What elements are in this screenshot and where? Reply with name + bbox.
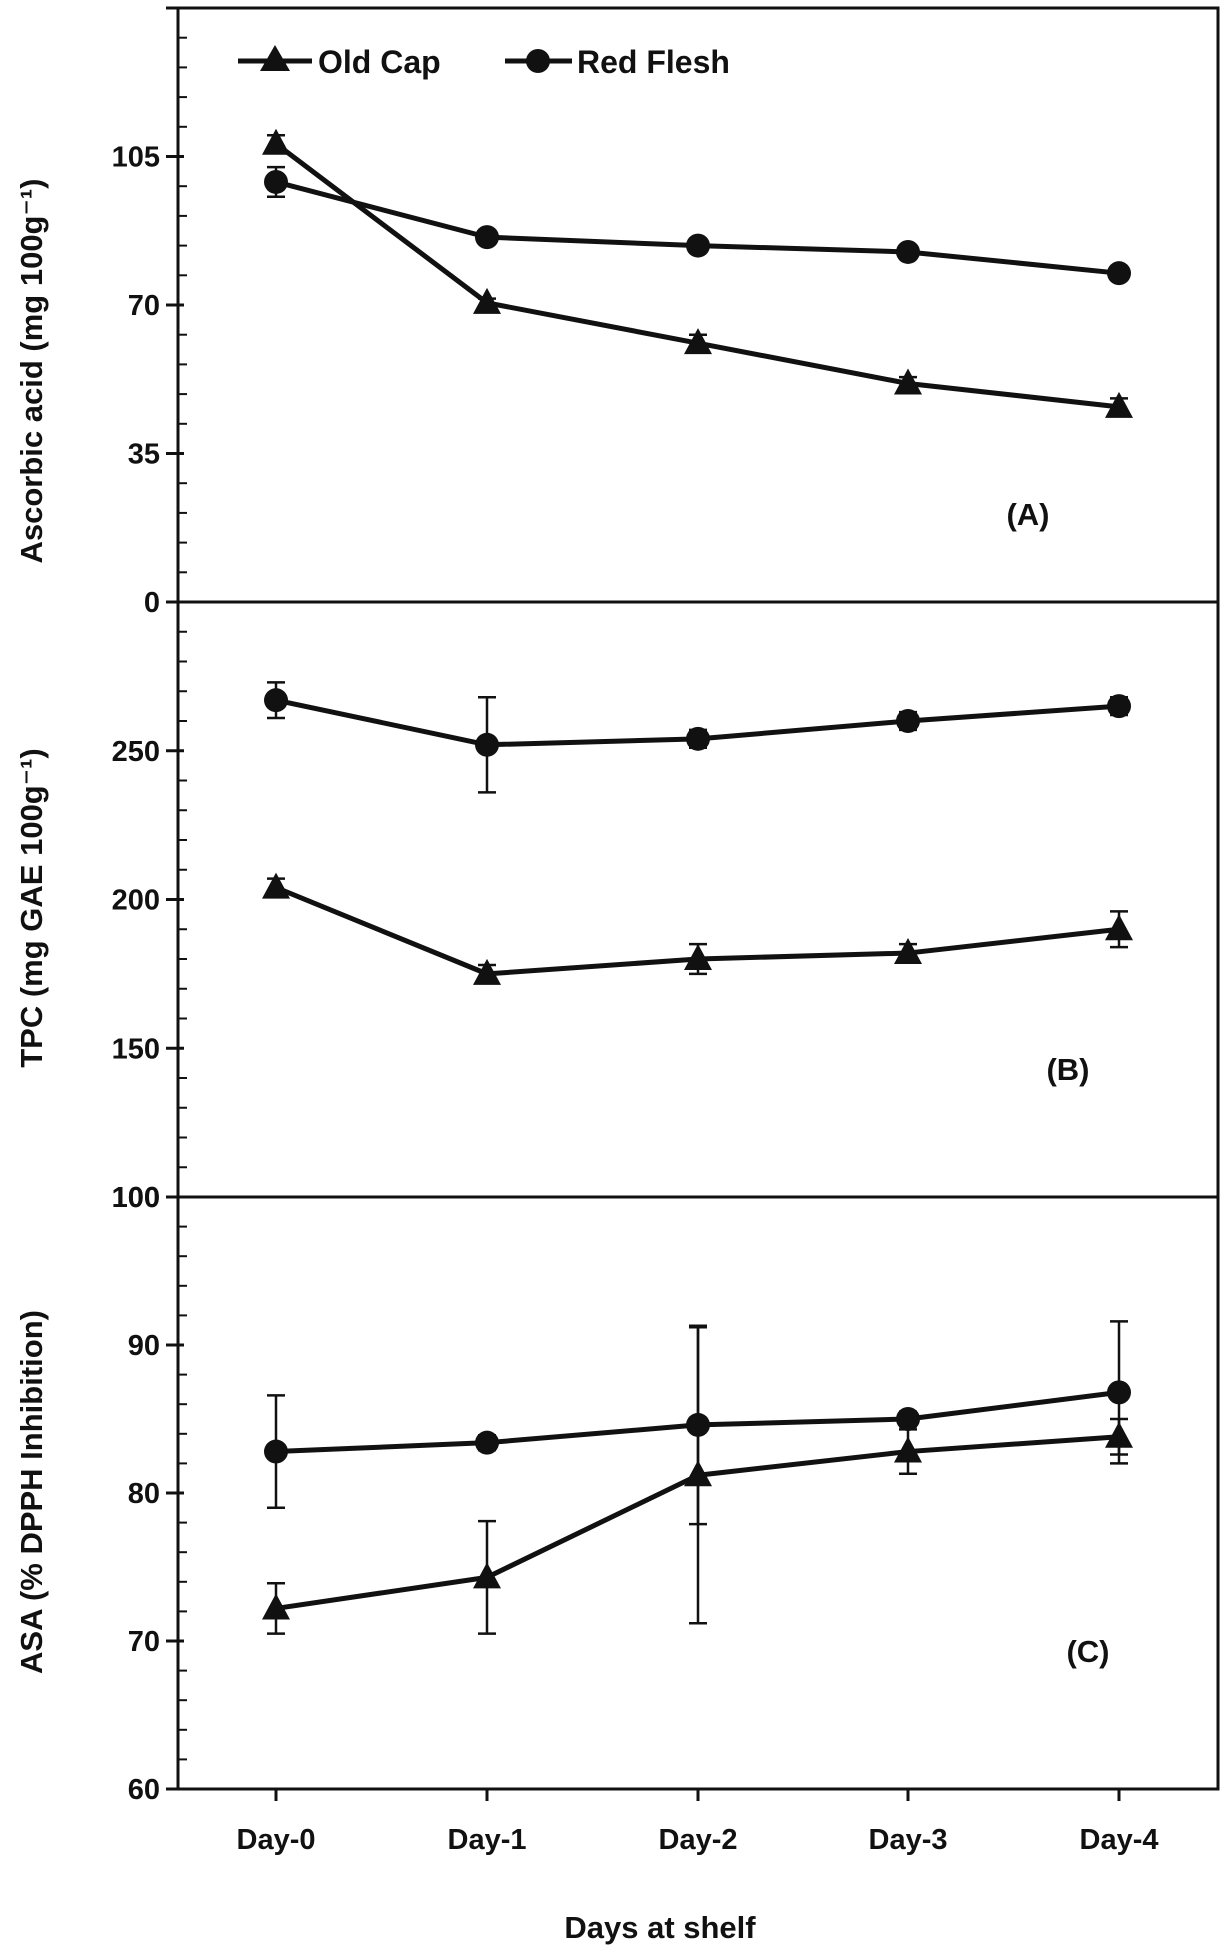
panel-a-old-cap-point-day-1 (473, 287, 501, 314)
panel-a-old-cap-line (274, 141, 1120, 410)
panel-a-old-cap-series (262, 128, 1133, 418)
series-layer (262, 128, 1133, 1635)
panel-a-old-cap-point-day-4 (1105, 391, 1133, 418)
panel-c-old-cap-point-day-0 (262, 1593, 290, 1620)
panel-c-red-flesh-point-day-1 (475, 1430, 499, 1455)
panel-a-y-tick-label-70: 70 (128, 290, 160, 322)
panel-b-red-flesh-series (264, 681, 1131, 794)
panel-c-red-flesh-point-day-4 (1107, 1380, 1131, 1405)
panel-b-red-flesh-point-day-1 (475, 732, 499, 757)
panel-c-red-flesh-point-day-3 (896, 1407, 920, 1431)
legend-old-cap-label: Old Cap (318, 44, 441, 80)
legend-red-flesh-label: Red Flesh (577, 44, 730, 80)
panel-c-old-cap-point-day-1 (473, 1562, 501, 1589)
panel-a-red-flesh-point-day-0 (264, 169, 288, 194)
panel-b-y-tick-label-100: 100 (112, 1182, 160, 1214)
x-tick-label-day-1: Day-1 (448, 1824, 527, 1856)
panel-a-tag: (A) (1006, 497, 1049, 532)
panel-b-old-cap-point-day-4 (1105, 914, 1133, 941)
panel-b-y-tick-label-200: 200 (112, 885, 160, 917)
x-tick-label-day-3: Day-3 (869, 1824, 948, 1856)
legend-red-flesh-circle-marker (526, 49, 550, 73)
legend-old-cap-triangle-marker (260, 45, 290, 71)
panel-b-red-flesh-point-day-2 (686, 726, 710, 751)
panel-c-y-tick-label-60: 60 (128, 1774, 160, 1806)
panel-a-red-flesh-line (275, 179, 1120, 276)
panel-c-y-tick-label-80: 80 (128, 1478, 160, 1510)
panel-a-old-cap-point-day-3 (894, 368, 922, 395)
panel-a-red-flesh-series (264, 165, 1131, 286)
panel-a-y-tick-label-105: 105 (112, 142, 160, 174)
panel-b-old-cap-point-day-1 (473, 958, 501, 985)
panel-a-y-axis-title: Ascorbic acid (mg 100g⁻¹) (14, 178, 49, 563)
panel-b-old-cap-point-day-0 (262, 872, 290, 899)
panel-c-old-cap-point-day-3 (894, 1436, 922, 1463)
panel-c-y-tick-label-90: 90 (128, 1330, 160, 1362)
panel-b-old-cap-point-day-3 (894, 938, 922, 965)
legend: Old Cap Red Flesh (238, 44, 730, 80)
panel-b-tag: (B) (1046, 1052, 1089, 1087)
panel-b-y-tick-label-150: 150 (112, 1033, 160, 1065)
panel-b-old-cap-point-day-2 (684, 944, 712, 970)
x-tick-label-day-0: Day-0 (237, 1824, 316, 1856)
panel-b-y-axis-title: TPC (mg GAE 100g⁻¹) (14, 748, 49, 1068)
panel-c-tag: (C) (1066, 1634, 1109, 1669)
panel-a-red-flesh-point-day-4 (1107, 261, 1131, 286)
panel-a-red-flesh-point-day-2 (686, 233, 710, 258)
panel-c-red-flesh-point-day-0 (264, 1439, 288, 1464)
panel-c-y-axis-title: ASA (% DPPH Inhibition) (14, 1310, 49, 1674)
panel-b-red-flesh-point-day-4 (1107, 694, 1131, 719)
panel-c-y-tick-label-70: 70 (128, 1626, 160, 1658)
axis-ticks (166, 6, 1121, 1801)
panel-a-red-flesh-point-day-1 (475, 225, 499, 250)
panel-a-y-tick-label-35: 35 (128, 439, 160, 471)
x-tick-label-day-4: Day-4 (1080, 1824, 1159, 1856)
panel-a-old-cap-point-day-2 (684, 328, 712, 355)
panel-b-red-flesh-point-day-3 (896, 709, 920, 733)
x-tick-label-day-2: Day-2 (659, 1824, 738, 1856)
panel-a-y-tick-label-0: 0 (144, 587, 160, 619)
panel-c-y-tick-label-100: 100 (112, 1182, 160, 1214)
panel-a-old-cap-point-day-0 (262, 128, 290, 155)
panel-a-red-flesh-point-day-3 (896, 239, 920, 264)
panel-b-frame (176, 600, 1220, 1199)
panel-b-red-flesh-point-day-0 (264, 688, 288, 713)
panel-b-old-cap-series (262, 872, 1133, 985)
panel-b-y-tick-label-250: 250 (112, 736, 160, 768)
panel-a-frame (176, 6, 1220, 604)
panel-c-red-flesh-point-day-2 (686, 1412, 710, 1437)
x-axis-title: Days at shelf (564, 1910, 756, 1945)
panel-c-red-flesh-series (264, 1320, 1131, 1526)
